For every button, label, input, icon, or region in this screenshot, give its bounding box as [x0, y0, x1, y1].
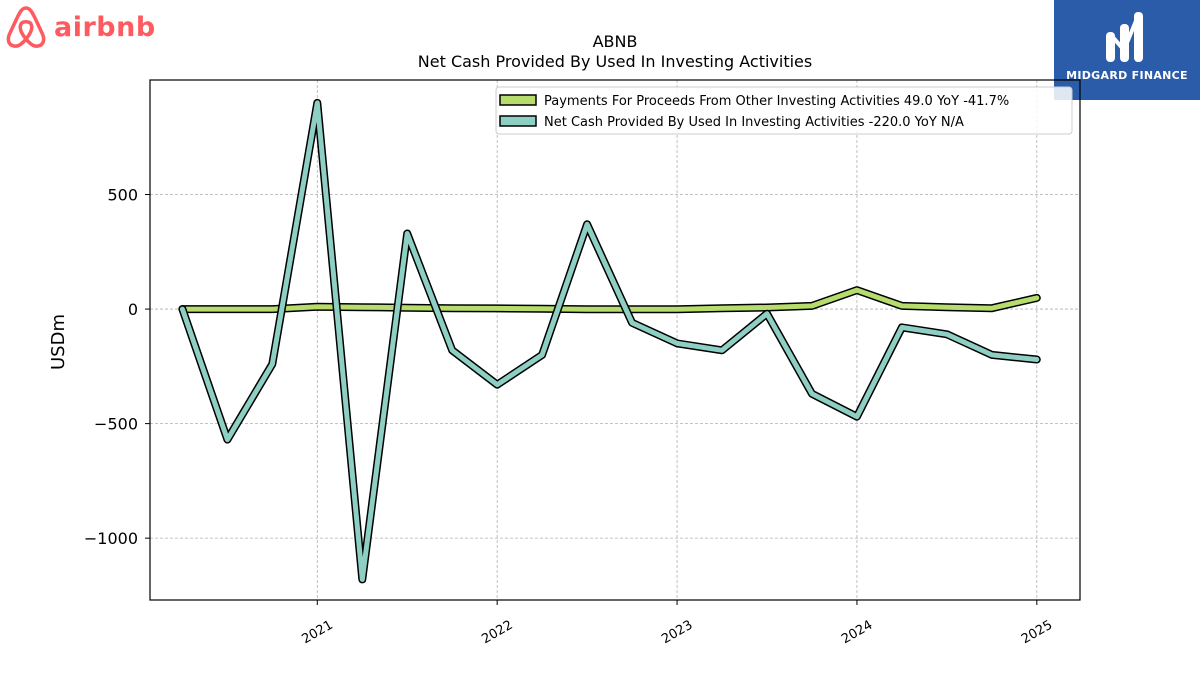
x-tick-label: 2023	[659, 618, 695, 648]
series-0-line	[179, 287, 1040, 312]
x-tick-label: 2021	[299, 618, 335, 648]
y-axis-label: USDm	[48, 314, 69, 370]
chart-title: ABNB	[592, 32, 638, 51]
y-tick-label: 0	[128, 300, 138, 319]
midgard-m-icon	[1106, 12, 1143, 62]
x-tick-label: 2024	[839, 618, 875, 648]
series-1-outline	[178, 98, 1041, 584]
x-tick-label: 2025	[1019, 618, 1055, 648]
y-tick-label: −1000	[84, 529, 138, 548]
legend-box	[495, 86, 1073, 135]
midgard-wordmark: MIDGARD FINANCE	[1066, 69, 1188, 82]
legend-label: Net Cash Provided By Used In Investing A…	[544, 115, 964, 130]
y-tick-label: −500	[94, 415, 138, 434]
series-layer	[178, 98, 1041, 584]
midgard-finance-logo: MIDGARD FINANCE	[1054, 0, 1200, 100]
y-tick-label: 500	[107, 186, 138, 205]
chart-subtitle: Net Cash Provided By Used In Investing A…	[417, 52, 813, 71]
grid-layer	[150, 80, 1080, 600]
airbnb-wordmark: airbnb	[54, 11, 156, 43]
legend: Payments For Proceeds From Other Investi…	[495, 86, 1073, 135]
x-tick-label: 2022	[479, 618, 515, 648]
plot-frame	[149, 79, 1081, 601]
legend-swatch	[499, 115, 537, 127]
legend-swatch	[499, 94, 537, 106]
series-1-line	[179, 100, 1040, 582]
airbnb-belo-icon	[6, 6, 46, 48]
legend-label: Payments For Proceeds From Other Investi…	[544, 94, 1009, 109]
airbnb-logo: airbnb	[4, 4, 156, 50]
axis-layer: 500 0 −500 −1000 2021 2022 2023 2024 2025	[84, 186, 1055, 648]
